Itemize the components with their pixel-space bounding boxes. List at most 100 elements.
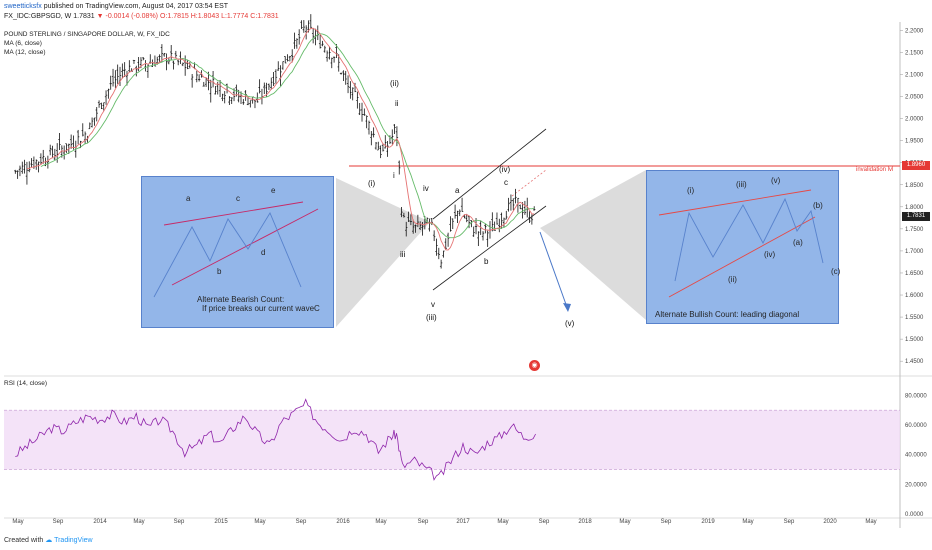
bullish-label-a: (a) <box>793 238 803 247</box>
ohlc-bar <box>274 69 278 84</box>
ohlc-bar <box>437 247 440 260</box>
ohlc-bar <box>465 213 468 223</box>
ohlc-bar <box>379 145 382 159</box>
ohlc-bar <box>197 74 201 82</box>
ohlc-bar <box>18 165 22 177</box>
ohlc-bar <box>493 221 496 231</box>
ohlc-bar <box>318 34 322 49</box>
change-text: ▼ -0.0014 (-0.08%) <box>96 13 159 20</box>
bearish-box-title: Alternate Bearish Count: <box>197 295 285 304</box>
invalidation-label: invalidation lvl <box>856 167 894 173</box>
wave-label-i-minor: i <box>393 171 395 180</box>
ohlc-bar <box>528 211 531 223</box>
time-tick-label: Sep <box>295 519 307 525</box>
bullish-count-box[interactable]: (i) (ii) (iii) (iv) (v) (a) (b) (c) Alte… <box>646 170 841 324</box>
ohlc-bar <box>458 209 461 217</box>
ohlc-bar <box>412 219 415 234</box>
bearish-upper-line <box>163 201 304 226</box>
ohlc-bar <box>132 59 136 64</box>
ohlc-bar <box>195 70 198 83</box>
footer-created-text: Created with <box>4 537 44 544</box>
ohlc-bar <box>370 131 373 146</box>
bullish-label-c: (c) <box>831 267 841 276</box>
bullish-projection-wedge <box>540 170 646 320</box>
ohlc-bar <box>530 213 534 225</box>
ohlc-bar <box>325 50 329 62</box>
rsi-legend[interactable]: RSI (14, close) <box>4 380 47 387</box>
ohlc-bar <box>123 62 126 78</box>
ohlc-bar <box>221 93 224 102</box>
ohlc-bar <box>486 230 489 247</box>
ohlc-bar <box>258 79 261 94</box>
ohlc-bar <box>76 129 80 145</box>
ohlc-bar <box>23 159 26 174</box>
ma12-line <box>40 33 535 239</box>
ohlc-bar <box>474 218 478 235</box>
ohlc-bar <box>214 85 217 95</box>
ohlc-text: O:1.7815 H:1.8043 L:1.7774 C:1.7831 <box>159 13 279 20</box>
ohlc-bar <box>356 91 359 109</box>
ohlc-bar <box>223 91 226 104</box>
events-marker-icon[interactable]: ◉ <box>529 360 540 371</box>
footer-brand[interactable]: TradingView <box>54 537 93 544</box>
wave-label-iv-minor: iv <box>423 184 429 193</box>
ohlc-bar <box>83 131 87 145</box>
ohlc-bar <box>165 53 168 71</box>
tradingview-logo-icon: ☁ <box>45 537 53 544</box>
ohlc-bar <box>281 61 285 70</box>
ohlc-bar <box>170 45 173 60</box>
price-tick-label: 1.5000 <box>905 337 924 343</box>
ma6-legend[interactable]: MA (6, close) <box>4 40 42 47</box>
bearish-count-box[interactable]: a b c d e Alternate Bearish Count: If pr… <box>141 176 334 328</box>
ohlc-bar <box>360 102 364 122</box>
ohlc-bar <box>209 79 212 103</box>
bearish-label-d: d <box>261 248 266 257</box>
time-tick-label: Sep <box>173 519 185 525</box>
ma12-legend[interactable]: MA (12, close) <box>4 49 46 56</box>
price-tick-label: 1.7000 <box>905 249 924 255</box>
ohlc-bar <box>190 74 194 88</box>
ohlc-bar <box>270 77 273 90</box>
price-tick-label: 1.4500 <box>905 359 924 365</box>
ohlc-bar <box>330 57 333 69</box>
bullish-label-ii: (ii) <box>728 275 737 284</box>
ohlc-bar <box>374 142 378 150</box>
ohlc-bar <box>114 70 117 88</box>
ohlc-bar <box>202 81 205 87</box>
ohlc-bar <box>116 64 119 84</box>
publisher-name[interactable]: sweetticksfx <box>4 3 42 10</box>
rsi-line <box>15 398 536 481</box>
ohlc-bar <box>88 122 91 130</box>
bullish-box-title: Alternate Bullish Count: leading diagona… <box>655 310 800 319</box>
price-tick-label: 1.8000 <box>905 205 924 211</box>
invalidation-price-tag: 1.8960 <box>902 161 930 170</box>
ohlc-bar <box>211 70 215 88</box>
ohlc-bar <box>428 218 431 232</box>
ohlc-bar <box>311 28 315 44</box>
wave-label-ii-minor: ii <box>395 99 399 108</box>
chart-title: POUND STERLING / SINGAPORE DOLLAR, W, FX… <box>4 31 170 38</box>
price-tick-label: 1.9500 <box>905 139 924 145</box>
time-tick-label: 2015 <box>214 519 228 525</box>
bullish-label-v: (v) <box>771 176 781 185</box>
bearish-wave-path <box>153 212 302 298</box>
time-tick-label: May <box>12 519 24 525</box>
ohlc-bar <box>256 92 259 103</box>
ohlc-bar <box>242 99 245 105</box>
ohlc-bar <box>49 144 52 156</box>
ohlc-bar <box>395 126 399 147</box>
price-tick-label: 1.5500 <box>905 315 924 321</box>
time-tick-label: 2019 <box>701 519 715 525</box>
time-tick-label: May <box>133 519 145 525</box>
ohlc-bar <box>167 58 171 65</box>
ohlc-bar <box>291 49 294 63</box>
price-tick-label: 2.2000 <box>905 28 924 34</box>
ohlc-bar <box>449 216 452 232</box>
ohlc-bar <box>137 57 140 72</box>
ohlc-bar <box>144 60 147 72</box>
ohlc-bar <box>267 83 271 91</box>
ohlc-bar <box>372 127 375 138</box>
wave-label-iv-major: (iv) <box>499 165 511 174</box>
